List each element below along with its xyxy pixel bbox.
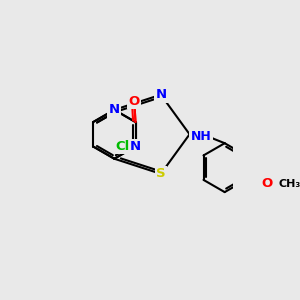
Text: Cl: Cl: [115, 140, 129, 153]
Text: O: O: [129, 95, 140, 108]
Text: NH: NH: [190, 130, 212, 143]
Text: CH₃: CH₃: [279, 178, 300, 189]
Text: O: O: [261, 177, 272, 190]
Text: N: N: [155, 88, 167, 101]
Text: S: S: [156, 167, 166, 180]
Text: N: N: [109, 103, 120, 116]
Text: N: N: [130, 140, 141, 153]
